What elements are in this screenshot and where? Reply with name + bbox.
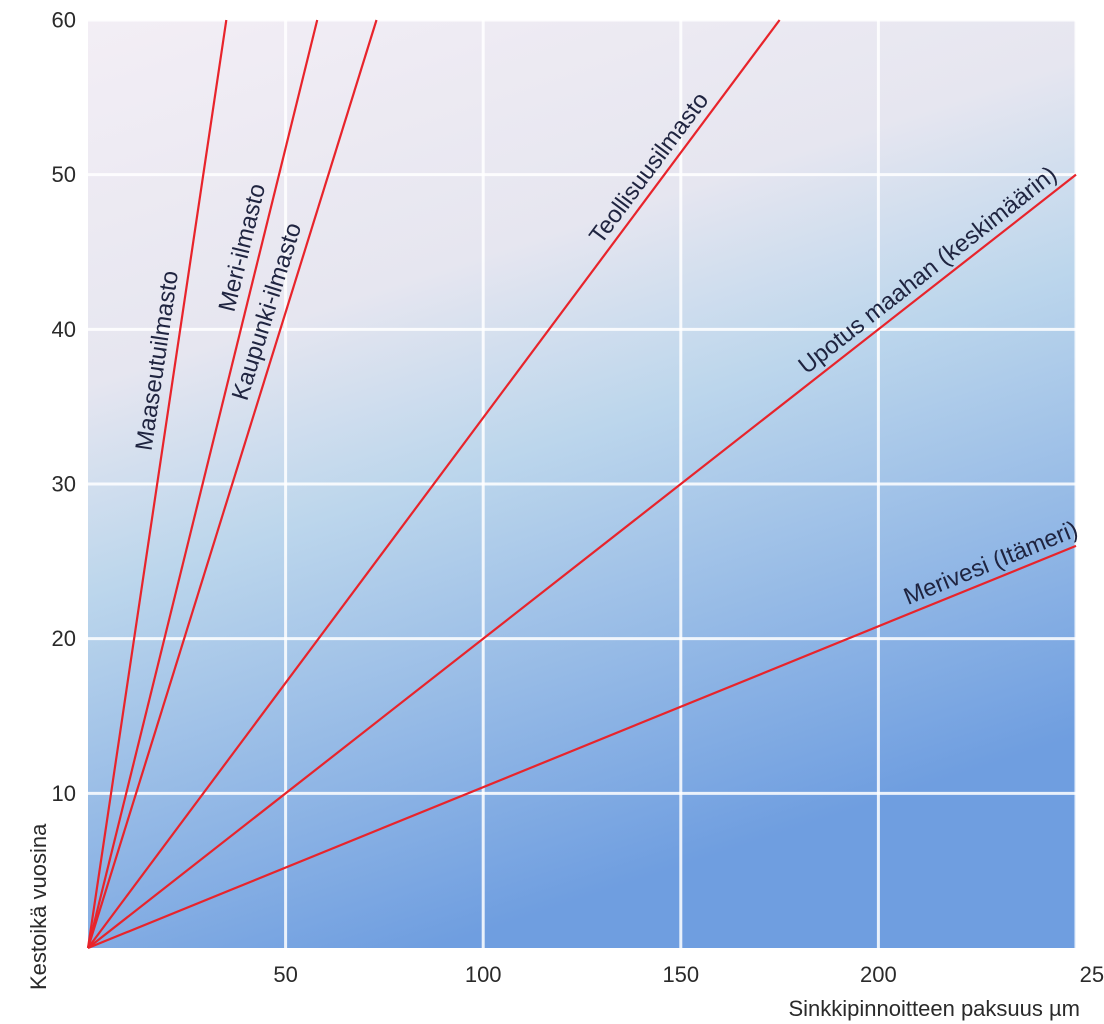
- y-tick-label: 30: [52, 472, 76, 497]
- y-axis-title: Kestoikä vuosina: [26, 823, 51, 990]
- x-tick-labels: 50 100 150 200 250: [273, 962, 1104, 987]
- x-tick-label: 250: [1080, 962, 1104, 987]
- y-tick-label: 40: [52, 317, 76, 342]
- series-line: [87, 19, 781, 949]
- y-tick-labels: 10 20 30 40 50 60: [52, 8, 76, 806]
- y-tick-label: 60: [52, 8, 76, 33]
- y-tick-label: 50: [52, 162, 76, 187]
- x-tick-label: 150: [662, 962, 699, 987]
- series-line: [86, 19, 228, 949]
- x-tick-label: 50: [273, 962, 297, 987]
- series-line: [86, 19, 319, 949]
- series-line: [87, 544, 1077, 950]
- x-axis-title: Sinkkipinnoitteen paksuus µm: [789, 996, 1081, 1021]
- series-lines: [86, 19, 1077, 950]
- series-line: [86, 19, 378, 949]
- x-tick-label: 200: [860, 962, 897, 987]
- series-line: [87, 173, 1077, 949]
- x-tick-label: 100: [465, 962, 502, 987]
- y-tick-label: 20: [52, 626, 76, 651]
- y-tick-label: 10: [52, 781, 76, 806]
